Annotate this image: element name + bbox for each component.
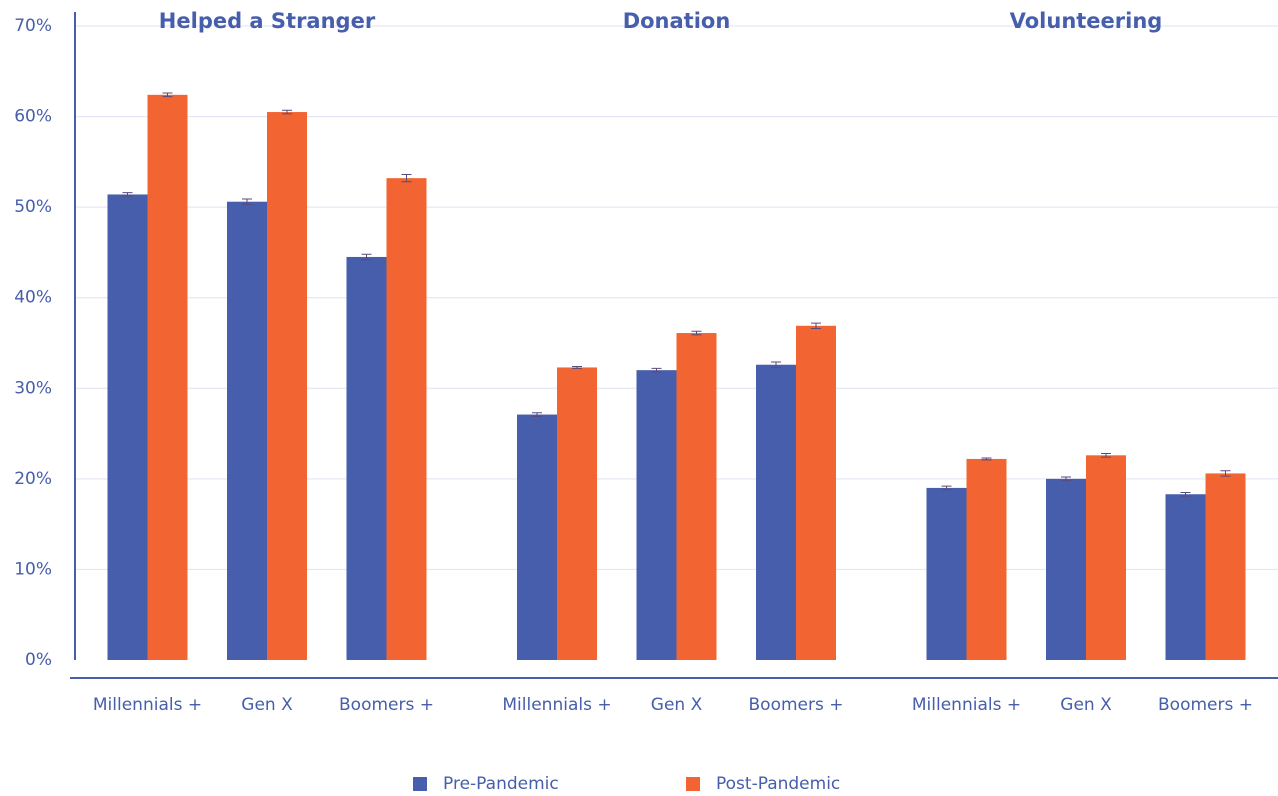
error-bar xyxy=(361,253,372,261)
bar xyxy=(517,414,557,660)
error-bar xyxy=(282,109,292,115)
legend-swatch xyxy=(413,777,427,791)
bar xyxy=(346,256,387,660)
x-tick-label: Millennials + xyxy=(93,695,202,715)
error-bar xyxy=(1061,476,1071,482)
bar xyxy=(796,325,836,660)
group-title: Donation xyxy=(623,9,731,33)
bar xyxy=(1086,455,1126,660)
bar xyxy=(386,178,427,660)
y-tick-label: 50% xyxy=(14,197,52,217)
error-bar xyxy=(691,330,702,336)
bar xyxy=(1046,478,1086,660)
error-bar xyxy=(122,192,133,197)
legend-swatch xyxy=(686,777,700,791)
x-tick-label: Gen X xyxy=(1060,695,1112,715)
y-tick-label: 10% xyxy=(14,559,52,579)
y-tick-label: 70% xyxy=(14,16,52,36)
legend-label: Post-Pandemic xyxy=(716,774,840,794)
bar xyxy=(147,94,188,660)
group-title: Helped a Stranger xyxy=(159,9,376,33)
bar xyxy=(267,112,307,661)
bar xyxy=(107,194,148,660)
x-tick-label: Boomers + xyxy=(339,695,434,715)
y-tick-label: 20% xyxy=(14,469,52,489)
bar xyxy=(676,333,717,660)
bar xyxy=(1165,494,1206,660)
legend-label: Pre-Pandemic xyxy=(443,774,559,794)
y-tick-label: 60% xyxy=(14,107,52,127)
error-bar xyxy=(771,361,781,368)
error-bar xyxy=(242,198,252,205)
error-bar xyxy=(532,412,542,417)
bar xyxy=(926,487,967,660)
error-bar xyxy=(401,174,412,183)
y-tick-label: 30% xyxy=(14,378,52,398)
bar xyxy=(636,370,677,660)
bar xyxy=(557,367,597,660)
error-bar xyxy=(811,322,821,330)
bar xyxy=(1205,473,1246,660)
y-tick-label: 0% xyxy=(25,650,52,670)
error-bar xyxy=(572,366,582,369)
x-tick-label: Gen X xyxy=(241,695,293,715)
group-title: Volunteering xyxy=(1010,9,1163,33)
error-bar xyxy=(981,457,992,461)
bar xyxy=(756,364,796,660)
x-tick-label: Millennials + xyxy=(502,695,611,715)
error-bar xyxy=(1220,470,1231,477)
x-tick-label: Boomers + xyxy=(749,695,844,715)
error-bar xyxy=(162,92,173,98)
bar xyxy=(966,458,1007,660)
error-bar xyxy=(1101,452,1111,458)
bar xyxy=(227,201,267,661)
x-tick-label: Millennials + xyxy=(912,695,1021,715)
y-tick-label: 40% xyxy=(14,288,52,308)
x-tick-label: Boomers + xyxy=(1158,695,1253,715)
error-bar xyxy=(941,485,952,491)
error-bar xyxy=(651,367,662,373)
error-bar xyxy=(1180,491,1191,497)
x-tick-label: Gen X xyxy=(651,695,703,715)
